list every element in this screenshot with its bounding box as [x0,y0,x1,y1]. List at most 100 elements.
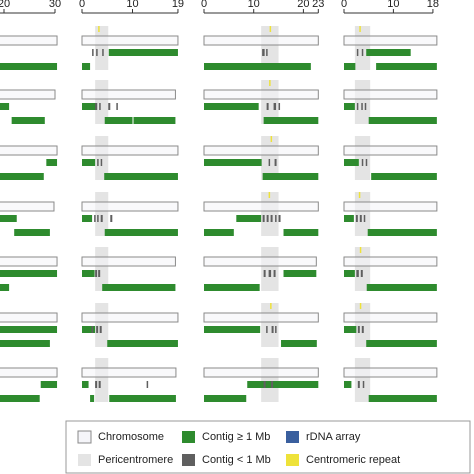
chromosome [343,89,438,100]
centromeric-repeat [269,80,271,86]
contig-large [0,103,10,110]
contig-large [46,159,58,166]
contig-large [82,159,96,166]
x-tick-label: 10 [387,0,399,10]
contig-large [204,284,260,291]
contig-small [98,381,101,388]
chromosome [343,312,438,323]
contig-small [97,215,99,222]
contig-small [356,103,359,110]
contig-small [271,326,274,333]
contig-large [344,63,356,70]
chromosome [81,145,179,156]
contig-small [364,103,367,110]
x-tick-label: 10 [248,0,260,10]
contig-large [0,284,10,291]
pericentromere [261,192,279,236]
contig-small [274,159,277,166]
contig-large [204,229,234,236]
contig-small [360,270,363,277]
contig-small [100,159,103,166]
contig-small [263,270,266,277]
contig-large [102,284,176,291]
legend-box [65,420,471,474]
legend-swatch [78,454,91,466]
pericentromere [95,358,109,402]
centromeric-repeat [269,26,272,32]
chromosome [203,89,319,100]
contig-large [82,63,91,70]
contig-large [371,173,437,180]
centromeric-repeat [359,247,362,253]
contig-large [366,49,411,56]
chromosome [343,35,438,46]
x-tick-label: 23 [312,0,324,10]
contig-small [268,270,272,277]
contig-small [262,215,265,222]
chromosome [343,367,438,378]
contig-large [109,395,176,402]
contig-large [11,117,45,124]
pericentromere [261,358,279,402]
centromeric-repeat [359,26,361,32]
chromosome [0,145,58,156]
x-tick-label: 18 [427,0,439,10]
contig-large [104,117,133,124]
chromosome [343,256,438,267]
chromosome [343,145,438,156]
contig-large [368,117,437,124]
pericentromere [354,136,371,180]
contig-small [270,215,273,222]
contig-small [359,215,362,222]
contig-large [281,340,317,347]
chromosome [81,256,176,267]
contig-large [344,215,354,222]
contig-small [262,49,265,56]
chromosome [343,201,438,212]
contig-large [262,173,319,180]
x-tick-label: 0 [201,0,207,10]
legend-swatch [77,430,92,444]
chromosome [0,201,55,212]
contig-small [275,215,277,222]
chromosome [0,89,56,100]
centromeric-repeat [268,192,271,198]
pericentromere [95,26,109,70]
contig-large [0,173,44,180]
contig-small [95,103,98,110]
contig-small [96,326,99,333]
x-tick-label: 0 [79,0,85,10]
chromosome [81,312,179,323]
x-tick-label: 20 [297,0,309,10]
contig-large [14,229,50,236]
contig-small [99,103,101,110]
contig-large [104,173,178,180]
x-tick-label: 20 [0,0,10,10]
contig-large [127,229,143,236]
contig-small [357,326,360,333]
contig-large [376,63,437,70]
contig-large [204,103,259,110]
contig-large [40,381,58,388]
chromosome [203,35,319,46]
contig-small [266,326,268,333]
contig-small [275,326,277,333]
legend-label: Contig < 1 Mb [202,454,271,466]
contig-small [108,103,111,110]
chromosome [0,35,58,46]
contig-small [92,49,94,56]
contig-large [0,326,58,333]
contig-small [99,326,102,333]
contig-small [98,270,101,277]
contig-large [82,215,93,222]
contig-small [266,49,268,56]
contig-large [344,103,355,110]
contig-large [368,395,437,402]
chromosome [0,367,58,378]
contig-small [363,215,366,222]
legend-swatch [182,431,195,443]
contig-small [357,381,360,388]
legend-label: Contig ≥ 1 Mb [202,431,270,443]
chromosome [203,145,319,156]
contig-small [362,381,365,388]
